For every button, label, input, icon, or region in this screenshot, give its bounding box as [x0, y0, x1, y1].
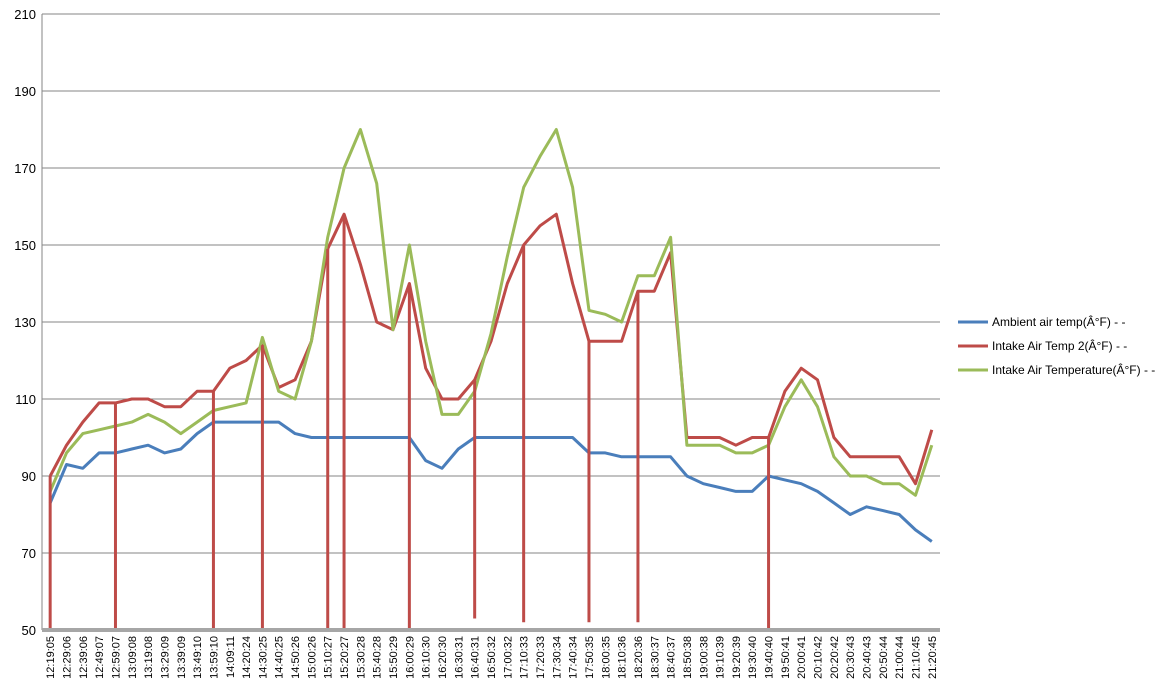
x-tick-label: 12:39:06 — [78, 636, 90, 679]
x-tick-label: 13:49:10 — [192, 636, 204, 679]
x-tick-label: 18:40:37 — [666, 636, 678, 679]
x-tick-label: 16:10:30 — [421, 636, 433, 679]
x-tick-label: 15:40:28 — [372, 636, 384, 679]
x-tick-label: 13:59:10 — [208, 636, 220, 679]
legend: Ambient air temp(Â°F) - - Intake Air Temp… — [958, 314, 1155, 377]
y-axis-ticks: 50 70 90 110 130 150 170 190 210 — [14, 7, 36, 638]
x-tick-label: 16:50:32 — [486, 636, 498, 679]
x-tick-label: 15:10:27 — [323, 636, 335, 679]
x-tick-label: 14:20:24 — [241, 636, 253, 679]
x-tick-label: 21:10:45 — [911, 636, 923, 679]
x-tick-label: 12:29:06 — [61, 636, 73, 679]
y-tick-label: 90 — [22, 469, 36, 484]
x-tick-label: 15:20:27 — [339, 636, 351, 679]
x-tick-label: 20:30:43 — [845, 636, 857, 679]
x-tick-label: 20:40:43 — [862, 636, 874, 679]
y-tick-label: 150 — [14, 238, 36, 253]
x-tick-label: 19:30:40 — [747, 636, 759, 679]
x-tick-label: 20:10:42 — [813, 636, 825, 679]
x-tick-label: 20:20:42 — [829, 636, 841, 679]
x-tick-label: 14:50:26 — [290, 636, 302, 679]
x-tick-label: 18:50:38 — [682, 636, 694, 679]
x-tick-label: 17:50:35 — [584, 636, 596, 679]
series-line-1 — [48, 212, 934, 486]
axes — [41, 14, 940, 632]
y-tick-label: 110 — [15, 392, 36, 407]
x-tick-label: 21:20:45 — [927, 636, 939, 679]
x-axis-ticks: 12:19:05 12:29:06 12:39:06 12:49:07 12:59:07… — [45, 636, 939, 679]
legend-label: Intake Air Temperature(Â°F) - - — [992, 362, 1155, 377]
x-tick-label: 19:10:39 — [715, 636, 727, 679]
y-tick-label: 50 — [22, 623, 36, 638]
x-tick-label: 13:39:09 — [176, 636, 188, 679]
x-tick-label: 18:30:37 — [649, 636, 661, 679]
x-tick-label: 16:40:31 — [470, 636, 482, 679]
series-lines — [48, 128, 934, 630]
x-tick-label: 17:00:32 — [502, 636, 514, 679]
x-tick-label: 12:49:07 — [94, 636, 106, 679]
x-tick-label: 13:09:08 — [127, 636, 139, 679]
x-tick-label: 17:10:33 — [519, 636, 531, 679]
y-tick-label: 190 — [14, 84, 36, 99]
x-tick-label: 15:50:29 — [388, 636, 400, 679]
x-tick-label: 19:50:41 — [780, 636, 792, 679]
x-tick-label: 18:20:36 — [633, 636, 645, 679]
y-tick-label: 130 — [14, 315, 36, 330]
x-tick-label: 18:10:36 — [617, 636, 629, 679]
x-tick-label: 13:29:09 — [159, 636, 171, 679]
x-tick-label: 14:09:11 — [225, 636, 237, 678]
x-tick-label: 16:30:31 — [453, 636, 465, 679]
x-tick-label: 12:19:05 — [45, 636, 57, 679]
x-tick-label: 20:50:44 — [878, 636, 890, 679]
x-tick-label: 14:30:25 — [257, 636, 269, 679]
x-axis-line — [42, 628, 940, 632]
x-tick-label: 19:20:39 — [731, 636, 743, 679]
x-tick-label: 16:20:30 — [437, 636, 449, 679]
series-line-2 — [48, 128, 934, 497]
y-tick-label: 170 — [14, 161, 36, 176]
x-tick-label: 14:40:25 — [274, 636, 286, 679]
x-tick-label: 19:00:38 — [698, 636, 710, 679]
x-tick-label: 20:00:41 — [796, 636, 808, 679]
y-tick-label: 70 — [22, 546, 36, 561]
legend-label: Ambient air temp(Â°F) - - — [992, 314, 1126, 329]
x-tick-label: 17:20:33 — [535, 636, 547, 679]
x-tick-label: 21:00:44 — [894, 636, 906, 679]
y-tick-label: 210 — [14, 7, 36, 22]
x-tick-label: 17:30:34 — [551, 636, 563, 679]
x-tick-label: 17:40:34 — [568, 636, 580, 679]
x-tick-label: 19:40:40 — [764, 636, 776, 679]
legend-label: Intake Air Temp 2(Â°F) - - — [992, 338, 1127, 353]
x-tick-label: 12:59:07 — [110, 636, 122, 679]
x-tick-label: 13:19:08 — [143, 636, 155, 679]
series-line-0 — [48, 420, 933, 543]
x-tick-label: 18:00:35 — [600, 636, 612, 679]
x-tick-label: 16:00:29 — [404, 636, 416, 679]
x-tick-label: 15:30:28 — [355, 636, 367, 679]
x-tick-label: 15:00:26 — [306, 636, 318, 679]
